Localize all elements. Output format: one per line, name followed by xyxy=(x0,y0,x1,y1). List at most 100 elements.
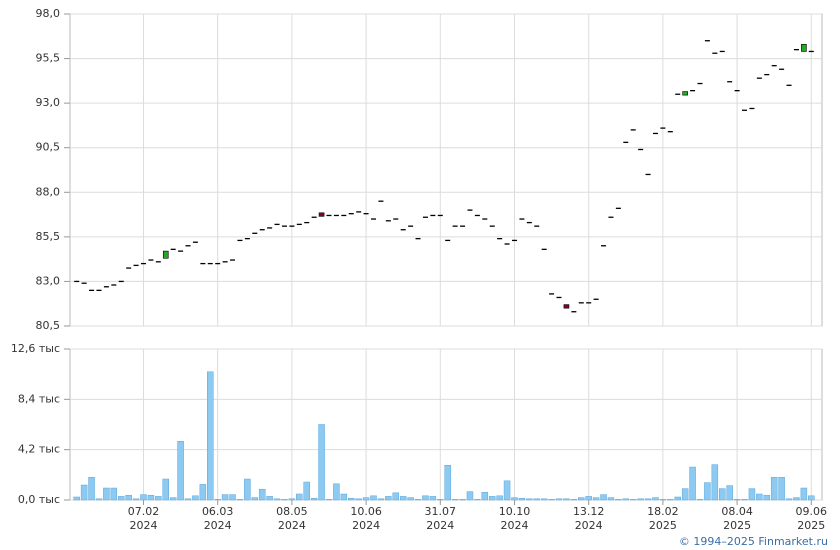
volume-bar xyxy=(303,481,310,501)
volume-bar xyxy=(340,493,348,501)
volume-bar xyxy=(770,476,778,501)
volume-bar xyxy=(296,493,303,501)
volume-bar xyxy=(110,487,118,501)
volume-bar xyxy=(103,487,110,501)
volume-bar xyxy=(488,496,496,501)
x-tick-label: 06.03 xyxy=(202,505,234,518)
volume-bar xyxy=(414,499,422,501)
y-tick-label: 93,0 xyxy=(36,96,61,109)
volume-bar xyxy=(132,498,140,501)
volume-bar xyxy=(199,484,207,501)
volume-bar xyxy=(778,476,785,501)
y-tick-label: 12,6 тыс xyxy=(11,342,60,355)
volume-bar xyxy=(333,483,340,501)
volume-bar xyxy=(266,496,273,501)
volume-bar xyxy=(548,499,555,501)
volume-bar xyxy=(399,496,407,501)
volume-bar xyxy=(325,499,333,501)
volume-bar xyxy=(793,497,800,501)
volume-bar xyxy=(377,498,385,501)
volume-bar xyxy=(578,497,585,501)
candle xyxy=(563,304,570,309)
volume-bar xyxy=(281,499,288,501)
volume-bar xyxy=(155,496,162,501)
volume-bar xyxy=(496,495,503,501)
volume-bar xyxy=(600,494,607,501)
volume-bar xyxy=(481,491,489,501)
x-tick-label: 2024 xyxy=(204,519,232,532)
x-tick-label: 2024 xyxy=(278,519,306,532)
volume-bar xyxy=(763,494,771,501)
volume-bar xyxy=(362,497,370,501)
x-tick-label: 31.07 xyxy=(425,505,457,518)
volume-bar xyxy=(808,495,815,501)
volume-bar xyxy=(288,498,296,501)
x-tick-label: 10.10 xyxy=(499,505,531,518)
x-tick-label: 2025 xyxy=(723,519,751,532)
volume-bar xyxy=(318,424,325,501)
volume-bar xyxy=(229,494,236,501)
y-tick-label: 98,0 xyxy=(36,7,61,20)
volume-bar xyxy=(244,478,251,501)
y-tick-label: 90,5 xyxy=(36,141,61,154)
volume-bar xyxy=(95,498,103,501)
credit: © 1994–2025 Finmarket.ru xyxy=(679,535,828,548)
x-tick-label: 2024 xyxy=(426,519,454,532)
volume-bar xyxy=(570,499,578,501)
volume-bar xyxy=(622,498,630,501)
x-tick-label: 09.06 xyxy=(796,505,828,518)
volume-bar xyxy=(756,493,763,501)
volume-bar xyxy=(437,499,444,501)
volume-bar xyxy=(192,495,199,501)
volume-bar xyxy=(258,488,266,501)
volume-bar xyxy=(555,498,563,501)
volume-bar xyxy=(511,497,518,501)
volume-bar xyxy=(704,482,711,501)
volume-bar xyxy=(659,499,667,501)
volume-bar xyxy=(251,497,259,501)
volume-bar xyxy=(184,498,192,501)
x-tick-label: 2024 xyxy=(129,519,157,532)
volume-bar xyxy=(733,499,741,501)
volume-bar xyxy=(748,488,756,501)
volume-bar xyxy=(503,480,511,501)
volume-bar xyxy=(177,441,184,501)
x-tick-label: 08.05 xyxy=(276,505,308,518)
volume-bar xyxy=(726,485,733,501)
y-tick-label: 8,4 тыс xyxy=(18,392,60,405)
y-tick-label: 80,5 xyxy=(36,319,61,332)
y-tick-label: 83,0 xyxy=(36,274,61,287)
volume-bar xyxy=(526,498,533,501)
volume-bar xyxy=(607,497,615,501)
y-tick-label: 85,5 xyxy=(36,230,61,243)
x-tick-label: 08.04 xyxy=(721,505,753,518)
volume-bar xyxy=(689,466,696,501)
y-tick-label: 95,5 xyxy=(36,52,61,65)
volume-bar xyxy=(629,499,637,501)
volume-bar xyxy=(169,497,177,501)
volume-bar xyxy=(273,498,281,501)
x-tick-label: 13.12 xyxy=(573,505,605,518)
volume-bar xyxy=(348,497,355,501)
volume-bar xyxy=(221,494,229,501)
x-tick-label: 2024 xyxy=(500,519,528,532)
price-frame xyxy=(69,13,823,327)
volume-bar xyxy=(236,499,244,501)
volume-bar xyxy=(370,495,377,501)
volume-bar xyxy=(667,499,674,501)
volume-bar xyxy=(385,496,392,501)
volume-bar xyxy=(533,498,540,501)
volume-bar xyxy=(585,496,592,501)
volume-bar xyxy=(674,496,681,501)
volume-bar xyxy=(444,464,451,501)
volume-bar xyxy=(719,488,726,501)
volume-bar xyxy=(696,499,704,501)
candle xyxy=(801,44,807,52)
volume-bar xyxy=(615,499,622,501)
volume-bar xyxy=(88,476,95,501)
volume-bar xyxy=(407,497,414,501)
volume-bar xyxy=(741,499,748,501)
volume-bar xyxy=(711,464,719,501)
candle xyxy=(318,212,325,217)
